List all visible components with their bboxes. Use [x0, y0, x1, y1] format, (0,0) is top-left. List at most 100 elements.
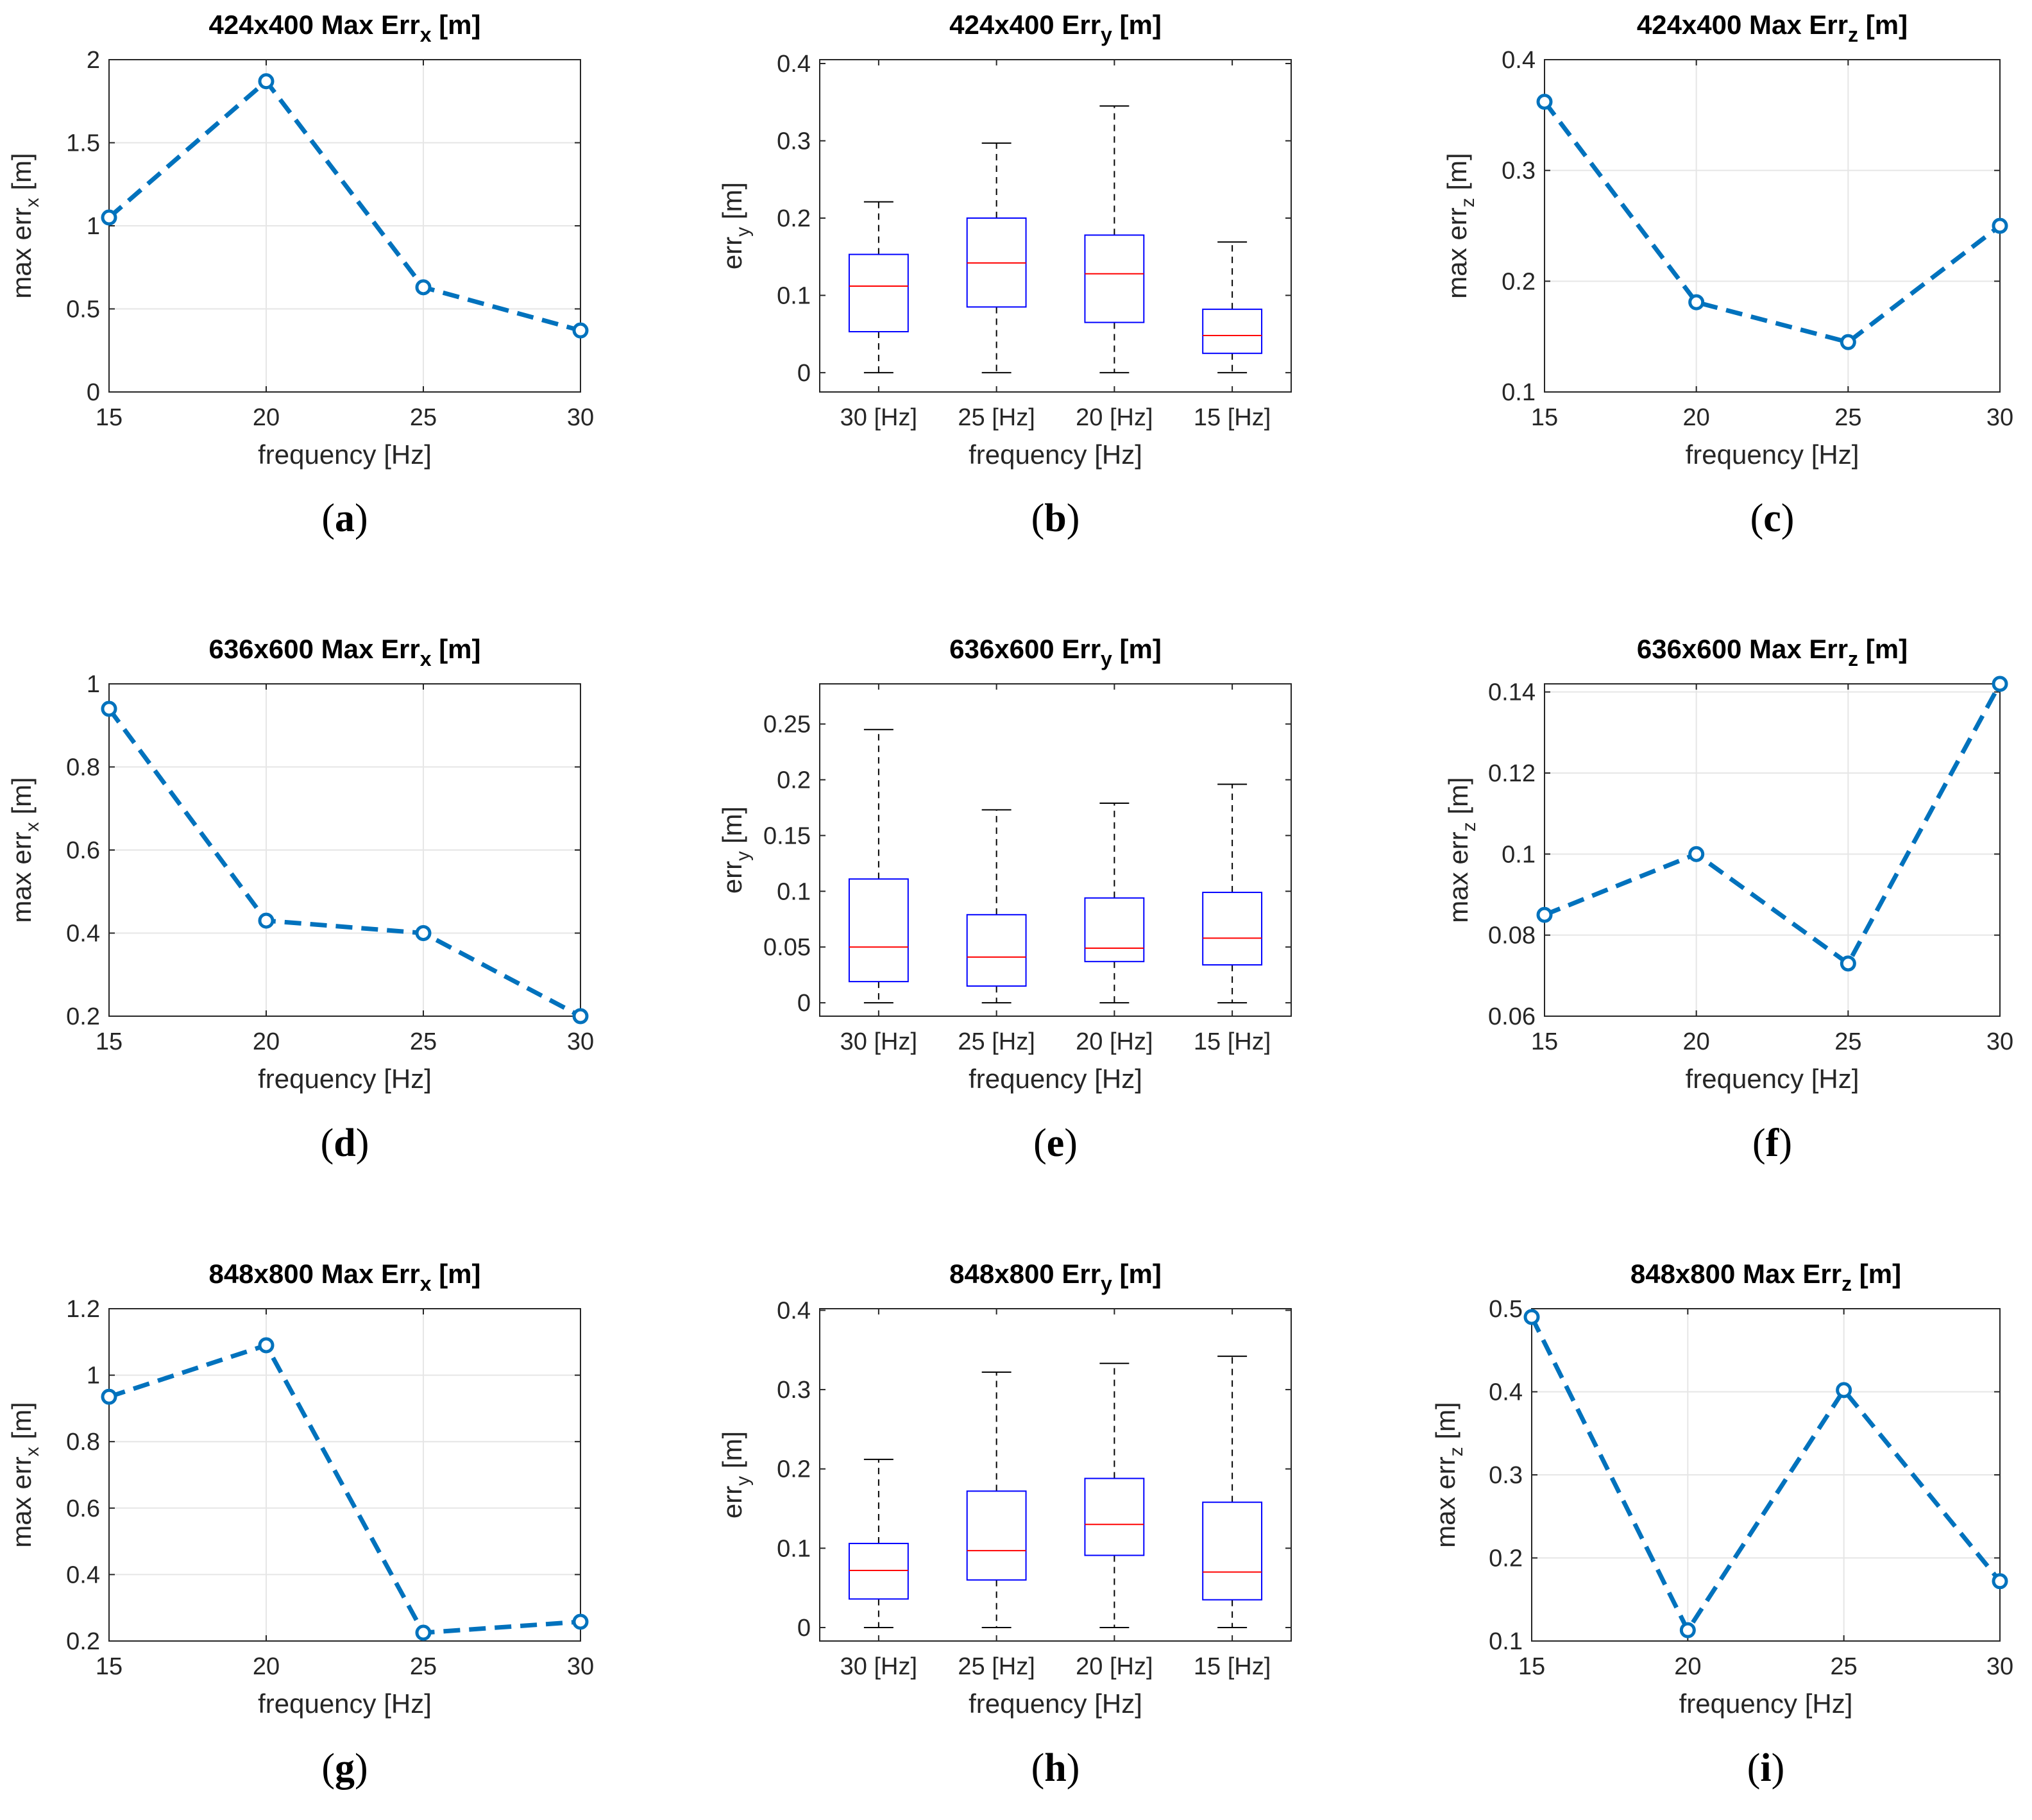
y-tick-label: 0.1: [1489, 1628, 1523, 1655]
panel-h: 0 0.1 0.2 0.3 0.4 30 [Hz] 25 [Hz] 20 [Hz] 15 [Hz…: [717, 1259, 1292, 1790]
box-3: [1084, 1363, 1145, 1628]
iqr-box: [1084, 897, 1145, 962]
y-tick-label: 0.4: [1489, 1379, 1523, 1406]
y-tick-label: 0.2: [1489, 1545, 1523, 1572]
axes-box: [819, 683, 1292, 1017]
panel-d: 0.2 0.4 0.6 0.8 1 15 20 25 30 636x600 Max Errx [m…: [6, 634, 594, 1165]
y-tick-label: 0: [797, 360, 811, 387]
iqr-box: [966, 1490, 1027, 1581]
x-axis-label: frequency [Hz]: [258, 1064, 432, 1094]
y-axis-label: erry [m]: [717, 182, 754, 269]
x-tick-label: 20: [1674, 1653, 1701, 1680]
panel-caption: (f): [1752, 1121, 1792, 1165]
plot-area: [820, 60, 1291, 392]
y-tick-label: 0.4: [777, 51, 811, 78]
y-tick-label: 0.8: [66, 1429, 100, 1456]
data-point: [1688, 294, 1705, 310]
y-tick-label: 0.8: [66, 754, 100, 781]
data-point: [258, 73, 275, 90]
panel-caption: (e): [1033, 1121, 1078, 1165]
chart-title: 636x600 Max Errx [m]: [208, 634, 480, 670]
x-tick-label: 30: [567, 1653, 594, 1680]
data-point: [101, 701, 117, 717]
x-tick-label: 20 [Hz]: [1076, 1653, 1153, 1680]
box-3: [1084, 802, 1145, 1004]
y-tick-label: 0.1: [777, 282, 811, 309]
iqr-box: [1202, 892, 1263, 966]
x-tick-label: 25: [410, 1653, 437, 1680]
x-tick-label: 20 [Hz]: [1076, 404, 1153, 431]
x-tick-label: 15 [Hz]: [1194, 404, 1271, 431]
panel-caption: (g): [321, 1746, 368, 1790]
y-tick-label: 0.2: [1502, 268, 1536, 295]
panel-caption: (h): [1031, 1746, 1080, 1790]
y-tick-label: 0.3: [1489, 1462, 1523, 1489]
y-tick-label: 0.4: [777, 1297, 811, 1324]
data-point: [1840, 955, 1856, 972]
y-tick-label: 0.2: [777, 767, 811, 794]
y-tick-label: 0.14: [1488, 679, 1536, 706]
x-tick-label: 15: [1518, 1653, 1545, 1680]
iqr-box: [966, 914, 1027, 987]
x-tick-label: 15: [96, 404, 123, 431]
y-tick-label: 0.1: [777, 1535, 811, 1562]
box-2: [966, 142, 1027, 373]
data-point: [572, 1008, 589, 1025]
y-tick-label: 0.2: [777, 1456, 811, 1483]
chart-title: 424x400 Erry [m]: [949, 10, 1162, 46]
data-point: [1679, 1622, 1696, 1638]
y-tick-label: 0.4: [66, 1561, 100, 1588]
panel-a: 0 0.5 1 1.5 2 15 20 25 30 424x400 Max Errx [m] fre…: [6, 10, 594, 540]
x-tick-label: 30: [567, 404, 594, 431]
box-2: [966, 1371, 1027, 1628]
x-tick-label: 15 [Hz]: [1194, 1028, 1271, 1055]
axes-box: [1544, 683, 2001, 1017]
chart-title: 424x400 Max Errz [m]: [1637, 10, 1908, 46]
x-tick-label: 20: [1683, 404, 1710, 431]
x-axis-label: frequency [Hz]: [969, 1688, 1142, 1719]
data-point: [1523, 1309, 1540, 1325]
y-tick-label: 1: [87, 213, 100, 240]
data-point: [1536, 94, 1553, 110]
data-point: [1992, 217, 2008, 234]
series-line: [108, 1342, 581, 1635]
iqr-box: [1202, 309, 1263, 354]
x-tick-label: 20: [253, 1653, 280, 1680]
box-4: [1202, 783, 1263, 1004]
axes-box: [108, 1308, 581, 1642]
x-tick-label: 15: [1531, 404, 1558, 431]
x-tick-label: 25: [410, 404, 437, 431]
x-axis-label: frequency [Hz]: [258, 1688, 432, 1719]
x-tick-label: 30: [1986, 1653, 2013, 1680]
axes-box: [819, 59, 1292, 393]
data-point: [258, 1337, 275, 1354]
panel-caption: (a): [321, 497, 368, 540]
y-axis-label: max errz [m]: [1442, 153, 1478, 298]
y-tick-label: 0.2: [66, 1628, 100, 1655]
x-tick-label: 25: [410, 1028, 437, 1055]
panel-e: 0 0.05 0.1 0.15 0.2 0.25 30 [Hz] 25 [Hz] 20 [Hz]…: [717, 634, 1292, 1165]
chart-title: 636x600 Max Errz [m]: [1637, 634, 1908, 670]
panel-caption: (c): [1750, 497, 1795, 540]
plot-area: [109, 1309, 580, 1641]
iqr-box: [848, 253, 909, 333]
y-tick-label: 1.2: [66, 1296, 100, 1323]
x-tick-label: 25: [1834, 404, 1861, 431]
panel-g: 0.2 0.4 0.6 0.8 1 1.2 15 20 25 30 848x800 Max Errx…: [6, 1259, 594, 1790]
data-point: [1688, 846, 1705, 862]
box-4: [1202, 241, 1263, 373]
panel-caption: (b): [1031, 497, 1080, 540]
box-2: [966, 809, 1027, 1004]
x-tick-label: 25 [Hz]: [958, 404, 1035, 431]
data-point: [572, 1613, 589, 1630]
x-tick-label: 20: [253, 404, 280, 431]
panel-caption: (d): [321, 1121, 369, 1165]
x-tick-label: 30: [567, 1028, 594, 1055]
box-3: [1084, 105, 1145, 373]
y-tick-label: 0.5: [66, 296, 100, 323]
panel-c: 0.1 0.2 0.3 0.4 15 20 25 30 424x400 Max Errz [m]…: [1442, 10, 2013, 540]
data-point: [1840, 334, 1856, 350]
y-tick-label: 0.3: [777, 1377, 811, 1404]
x-tick-label: 25 [Hz]: [958, 1653, 1035, 1680]
